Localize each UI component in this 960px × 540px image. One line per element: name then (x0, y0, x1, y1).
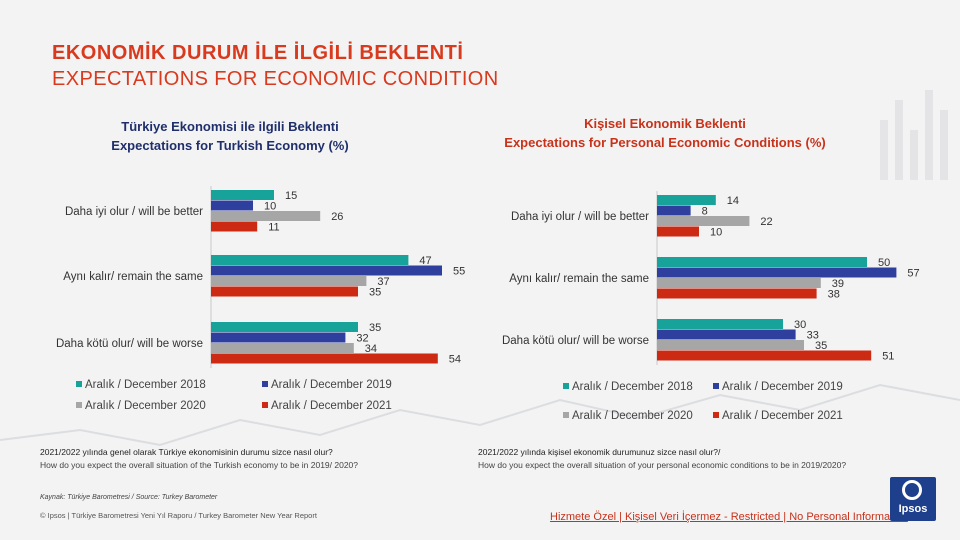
source-note: Kaynak: Türkiye Barometresi / Source: Tu… (40, 494, 218, 501)
right-legend-label: Aralık / December 2018 (572, 381, 693, 393)
left-chart-title-line-2: Expectations for Turkish Economy (%) (111, 138, 349, 153)
right-category-label: Daha kötü olur/ will be worse (502, 335, 649, 347)
right-bar (657, 340, 804, 350)
left-legend-swatch (76, 381, 82, 387)
left-legend-swatch (262, 381, 268, 387)
left-value-label: 32 (356, 333, 368, 345)
right-value-label: 38 (828, 289, 840, 301)
right-value-label: 35 (815, 340, 827, 352)
right-value-label: 51 (882, 351, 894, 363)
left-value-label: 15 (285, 190, 297, 202)
right-legend-label: Aralık / December 2020 (572, 410, 693, 422)
right-bar (657, 267, 897, 278)
copyright-text: © Ipsos | Türkiye Barometresi Yeni Yıl R… (40, 511, 317, 520)
left-value-label: 35 (369, 287, 381, 299)
left-category-label: Daha kötü olur/ will be worse (56, 338, 203, 350)
left-bar (211, 353, 438, 364)
left-legend-label: Aralık / December 2021 (271, 400, 392, 412)
right-bar (657, 216, 750, 226)
left-bar (211, 190, 274, 200)
right-bar (657, 329, 796, 340)
right-chart-title: Kişisel Ekonomik Beklenti Expectations f… (470, 114, 860, 152)
left-legend-label: Aralık / December 2018 (85, 379, 206, 391)
left-bar (211, 332, 346, 343)
right-chart-title-line-2: Expectations for Personal Economic Condi… (504, 135, 826, 150)
left-question-note: 2021/2022 yılında genel olarak Türkiye e… (40, 446, 358, 472)
right-question-turkish: 2021/2022 yılında kişisel ekonomik durum… (478, 447, 721, 457)
left-legend-label: Aralık / December 2020 (85, 400, 206, 412)
left-legend-swatch (76, 402, 82, 408)
left-value-label: 10 (264, 201, 276, 213)
right-bar (657, 288, 817, 299)
restricted-link[interactable]: Hizmete Özel | Kişisel Veri İçermez - Re… (550, 511, 908, 523)
left-value-label: 55 (453, 266, 465, 278)
right-value-label: 14 (727, 195, 739, 207)
left-value-label: 47 (419, 255, 431, 267)
left-bar (211, 343, 354, 353)
right-question-english: How do you expect the overall situation … (478, 460, 847, 470)
right-legend-swatch (563, 412, 569, 418)
right-bar (657, 350, 872, 361)
right-value-label: 33 (807, 330, 819, 342)
right-value-label: 30 (794, 319, 806, 331)
left-value-label: 54 (449, 354, 461, 366)
right-bar (657, 257, 867, 267)
right-value-label: 57 (907, 268, 919, 280)
left-chart-title-line-1: Türkiye Ekonomisi ile ilgili Beklenti (121, 119, 339, 134)
charts-canvas: Daha iyi olur / will be better 15 10 26 11 Ay… (56, 186, 920, 422)
right-value-label: 8 (702, 206, 708, 218)
right-category-label: Aynı kalır/ remain the same (509, 273, 649, 285)
left-bar (211, 200, 253, 211)
left-value-label: 37 (377, 276, 389, 288)
logo-ring-icon (902, 480, 922, 500)
left-legend-label: Aralık / December 2019 (271, 379, 392, 391)
left-question-turkish: 2021/2022 yılında genel olarak Türkiye e… (40, 447, 333, 457)
left-value-label: 34 (365, 343, 377, 355)
left-bar (211, 211, 321, 221)
right-value-label: 50 (878, 257, 890, 269)
left-category-label: Daha iyi olur / will be better (65, 206, 203, 218)
right-legend-swatch (713, 383, 719, 389)
left-bar (211, 255, 409, 265)
right-value-label: 10 (710, 227, 722, 239)
right-value-label: 39 (832, 278, 844, 290)
left-bar (211, 265, 442, 276)
right-category-label: Daha iyi olur / will be better (511, 211, 649, 223)
left-value-label: 11 (268, 222, 279, 234)
left-chart-title: Türkiye Ekonomisi ile ilgili Beklenti Ex… (60, 117, 400, 155)
right-legend-swatch (713, 412, 719, 418)
page-title-english: EXPECTATIONS FOR ECONOMIC CONDITION (52, 68, 499, 90)
left-bar (211, 221, 258, 232)
left-legend-swatch (262, 402, 268, 408)
page-title-turkish: EKONOMİK DURUM İLE İLGİLİ BEKLENTİ (52, 42, 464, 64)
right-bar (657, 278, 821, 288)
right-legend-swatch (563, 383, 569, 389)
left-bar (211, 286, 358, 297)
right-bar (657, 226, 699, 237)
right-bar (657, 319, 783, 329)
left-category-label: Aynı kalır/ remain the same (63, 271, 203, 283)
right-bar (657, 195, 716, 205)
left-bar (211, 276, 367, 286)
ipsos-logo: Ipsos (890, 477, 936, 521)
left-value-label: 35 (369, 322, 381, 334)
right-chart-title-line-1: Kişisel Ekonomik Beklenti (584, 116, 746, 131)
left-value-label: 26 (331, 211, 343, 223)
right-bar (657, 205, 691, 216)
left-question-english: How do you expect the overall situation … (40, 460, 359, 470)
right-question-note: 2021/2022 yılında kişisel ekonomik durum… (478, 446, 846, 472)
right-legend-label: Aralık / December 2021 (722, 410, 843, 422)
right-value-label: 22 (760, 216, 772, 228)
right-legend-label: Aralık / December 2019 (722, 381, 843, 393)
logo-text: Ipsos (898, 503, 928, 515)
left-bar (211, 322, 358, 332)
